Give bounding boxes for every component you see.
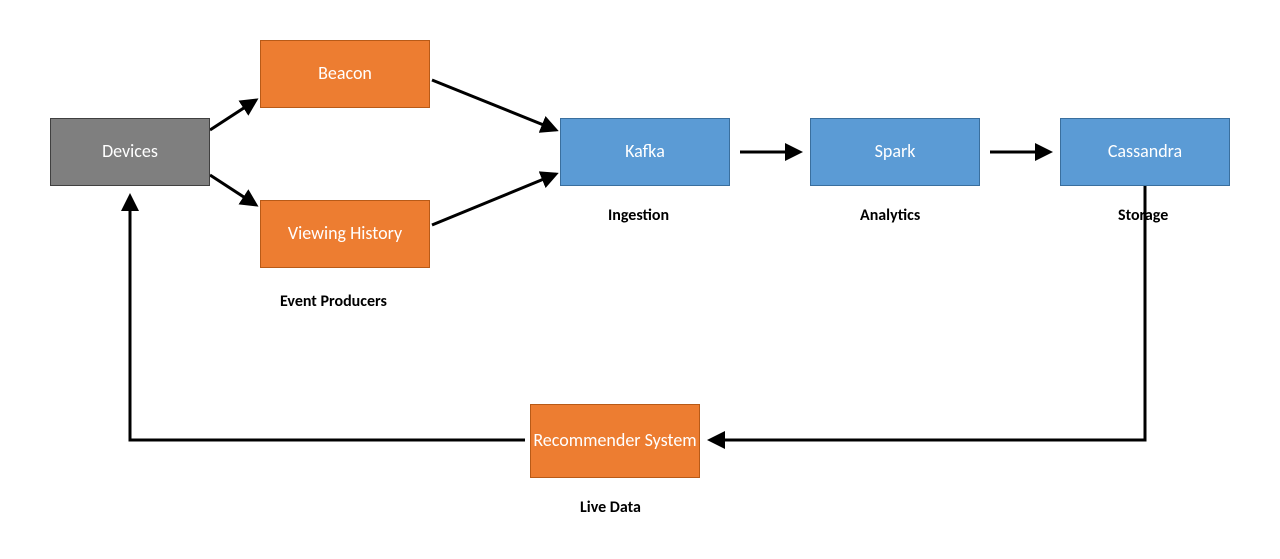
node-label: Kafka — [625, 141, 665, 163]
node-cassandra: Cassandra — [1060, 118, 1230, 186]
node-recommender-system: Recommender System — [530, 404, 700, 478]
edge-devices-to-beacon — [210, 100, 256, 130]
caption-storage: Storage — [1118, 206, 1168, 225]
caption-event-producers: Event Producers — [280, 292, 387, 311]
node-devices: Devices — [50, 118, 210, 186]
edge-cassandra-to-recommender — [710, 186, 1145, 440]
node-beacon: Beacon — [260, 40, 430, 108]
node-label: Devices — [102, 141, 158, 163]
node-spark: Spark — [810, 118, 980, 186]
edge-viewing-to-kafka — [432, 174, 556, 225]
caption-analytics: Analytics — [860, 206, 920, 225]
edge-devices-to-viewing — [210, 175, 256, 205]
caption-ingestion: Ingestion — [608, 206, 669, 225]
node-viewing-history: Viewing History — [260, 200, 430, 268]
node-label: Viewing History — [288, 223, 402, 245]
node-label: Cassandra — [1108, 141, 1182, 163]
node-label: Beacon — [318, 63, 372, 85]
node-label: Spark — [875, 141, 916, 163]
caption-live-data: Live Data — [580, 498, 641, 517]
node-kafka: Kafka — [560, 118, 730, 186]
node-label: Recommender System — [533, 430, 696, 452]
edge-beacon-to-kafka — [432, 80, 556, 130]
